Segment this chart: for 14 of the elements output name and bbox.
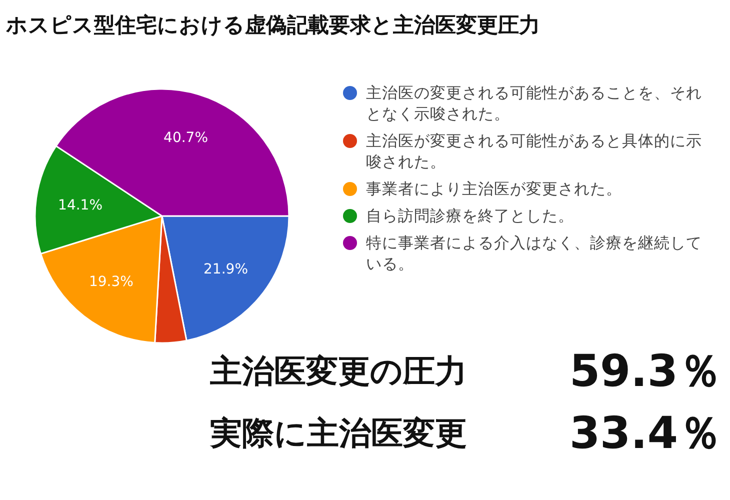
text: 59.3％	[569, 346, 722, 397]
text: 主治医変更の圧力	[209, 352, 467, 390]
legend-label: 主治医が変更される可能性があると具体的に示唆された。	[366, 132, 702, 171]
text: 実際に主治医変更	[209, 414, 467, 452]
text: 33.4％	[569, 408, 722, 459]
legend-label: 自ら訪問診療を終了とした。	[366, 207, 574, 225]
data-label: 14.1%	[58, 197, 103, 214]
data-label: 21.9%	[204, 261, 248, 278]
legend-label: 特に事業者による介入はなく、診療を継続している。	[366, 234, 702, 273]
chart-title: ホスピス型住宅における虚偽記載要求と主治医変更圧力	[5, 13, 540, 37]
data-label: 40.7%	[164, 130, 208, 146]
data-label: 19.3%	[88, 274, 134, 290]
legend-label: 主治医の変更される可能性があることを、それとなく示唆された。	[366, 84, 702, 123]
legend-label: 事業者により主治医が変更された。	[366, 180, 622, 198]
